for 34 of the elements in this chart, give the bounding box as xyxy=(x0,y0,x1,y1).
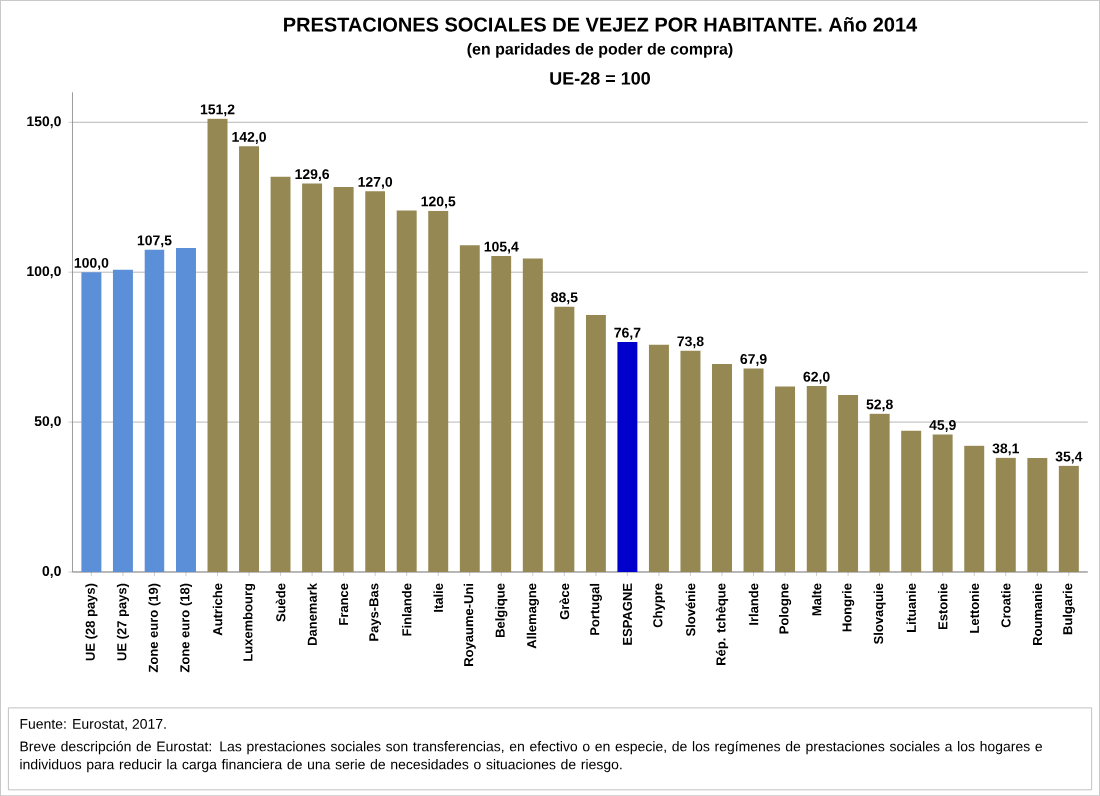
bar xyxy=(775,386,796,572)
bar xyxy=(302,183,323,572)
text: UE-28 = 100 xyxy=(550,71,650,85)
bar xyxy=(712,363,732,572)
bar xyxy=(964,445,985,572)
bar xyxy=(648,344,669,572)
bar xyxy=(144,249,165,572)
bar xyxy=(175,247,196,572)
bar xyxy=(428,210,449,572)
bar xyxy=(112,269,133,572)
bar xyxy=(239,146,260,572)
bar xyxy=(270,176,291,572)
bar xyxy=(901,430,922,572)
bar xyxy=(81,272,102,572)
chart-title: PRESTACIONES SOCIALES DE VEJEZ POR HABITANTE. Año 2014 xyxy=(284,16,918,32)
bar xyxy=(491,255,512,572)
bar xyxy=(806,386,827,572)
bar xyxy=(365,191,386,572)
bar xyxy=(680,350,701,572)
bar xyxy=(869,413,890,572)
bar xyxy=(743,368,764,572)
bar xyxy=(522,258,543,572)
bar xyxy=(1027,457,1048,572)
bar xyxy=(207,118,228,572)
bar xyxy=(1058,465,1079,572)
bar xyxy=(932,434,953,572)
bar xyxy=(459,245,480,572)
bar xyxy=(333,186,354,572)
bar xyxy=(995,457,1016,572)
bar xyxy=(396,210,417,572)
bar xyxy=(585,314,606,572)
bar xyxy=(554,306,575,572)
bar xyxy=(838,395,859,572)
bar xyxy=(617,341,638,572)
